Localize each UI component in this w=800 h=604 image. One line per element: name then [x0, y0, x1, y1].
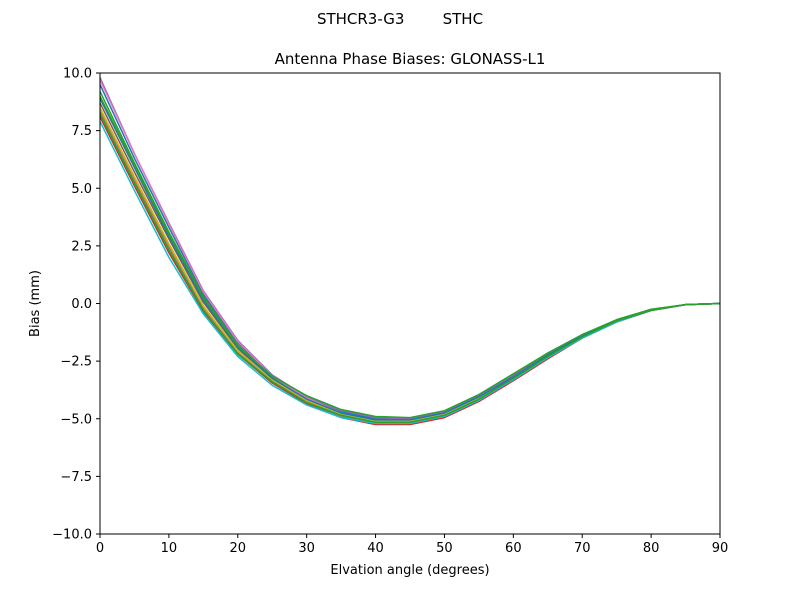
- x-tick-label: 70: [574, 541, 591, 556]
- y-tick-label: 0.0: [71, 297, 92, 312]
- x-tick-label: 40: [367, 541, 384, 556]
- series-line-11: [99, 98, 721, 421]
- series-line-10: [99, 121, 721, 425]
- x-axis-label: Elvation angle (degrees): [330, 563, 489, 578]
- y-tick-label: −7.5: [60, 470, 92, 485]
- y-tick-label: 10.0: [63, 67, 92, 82]
- series-line-7: [99, 79, 721, 423]
- x-axis: 0 10 20 30 40 50 60 70 80 90: [96, 534, 728, 556]
- series-line-2: [99, 109, 721, 423]
- y-tick-label: 5.0: [71, 182, 92, 197]
- y-tick-label: −2.5: [60, 355, 92, 370]
- series-line-13: [99, 95, 721, 419]
- series-line-8: [99, 111, 721, 425]
- x-tick-label: 20: [230, 541, 247, 556]
- series-line-1: [99, 84, 721, 421]
- y-tick-label: −5.0: [60, 412, 92, 427]
- x-tick-label: 30: [298, 541, 315, 556]
- series-line-6: [99, 102, 721, 422]
- figure-suptitle: STHCR3-G3 STHC: [317, 10, 483, 28]
- series-line-3: [99, 91, 721, 420]
- y-tick-label: −10.0: [52, 528, 92, 543]
- series-line-12: [99, 114, 721, 423]
- axes-frame: [99, 72, 721, 535]
- series-line-9: [99, 107, 721, 422]
- x-tick-label: 60: [505, 541, 522, 556]
- x-tick-label: 50: [436, 541, 453, 556]
- series-layer: [99, 77, 721, 426]
- chart-title: Antenna Phase Biases: GLONASS-L1: [275, 50, 546, 68]
- x-tick-label: 90: [712, 541, 729, 556]
- y-tick-label: 7.5: [71, 124, 92, 139]
- y-axis: 10.0 7.5 5.0 2.5 0.0 −2.5 −5.0 −7.5 −10.0: [52, 67, 100, 543]
- y-tick-label: 2.5: [71, 239, 92, 254]
- x-tick-label: 10: [161, 541, 178, 556]
- y-axis-label: Bias (mm): [28, 270, 43, 337]
- x-tick-label: 80: [643, 541, 660, 556]
- x-tick-label: 0: [96, 541, 104, 556]
- series-line-5: [99, 77, 721, 420]
